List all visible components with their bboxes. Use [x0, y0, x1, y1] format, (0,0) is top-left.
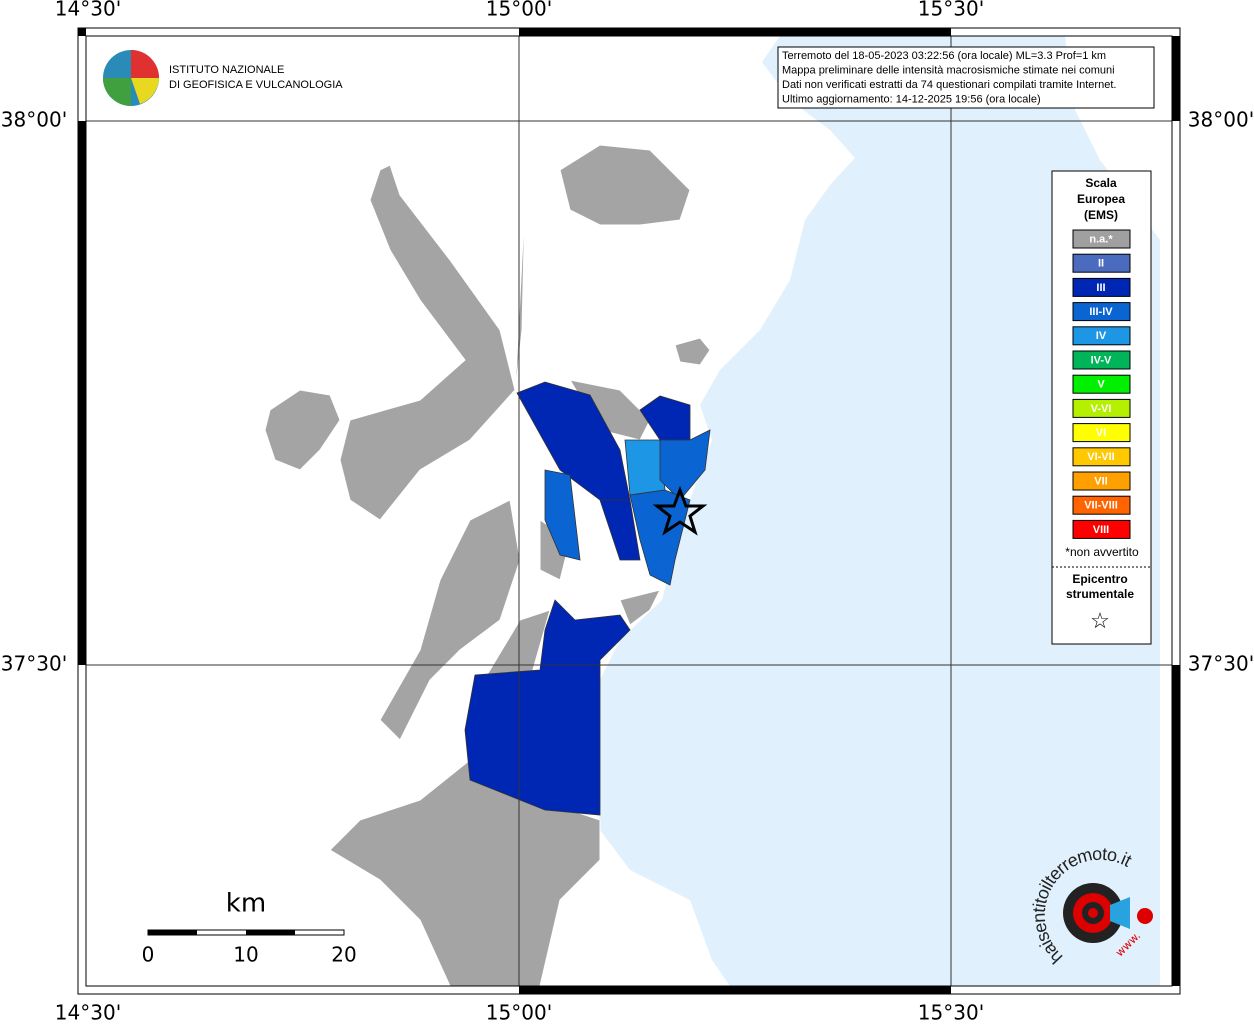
latitude-label: 37°30'	[1, 652, 67, 676]
longitude-label: 14°30'	[55, 1001, 121, 1024]
legend-swatch	[1072, 253, 1131, 273]
hsit-logo: haisentitoilterremoto.it www.	[1028, 843, 1153, 968]
scale-tick: 20	[331, 943, 356, 967]
epicenter-star	[652, 485, 708, 536]
legend-label: VI-VII	[1087, 451, 1115, 463]
legend-label: III	[1096, 282, 1105, 294]
ingv-logo: ISTITUTO NAZIONALE DI GEOFISICA E VULCAN…	[103, 50, 343, 106]
info-line: Dati non verificati estratti da 74 quest…	[782, 79, 1116, 91]
latitude-label: 37°30'	[1188, 652, 1254, 676]
legend-swatch	[1072, 277, 1131, 297]
legend-swatch	[1072, 519, 1131, 539]
info-line: Mappa preliminare delle intensità macros…	[782, 64, 1115, 76]
land-na	[264, 144, 711, 987]
legend-epicenter: strumentale	[1066, 587, 1134, 601]
legend-label: V	[1097, 379, 1105, 391]
land-intensity	[464, 381, 711, 816]
legend-swatch	[1072, 423, 1131, 443]
longitude-label: 14°30'	[55, 0, 121, 21]
legend-title: Scala	[1085, 176, 1117, 190]
legend-note: *non avvertito	[1065, 545, 1139, 559]
info-line: Ultimo aggiornamento: 14-12-2025 19:56 (…	[782, 93, 1041, 105]
legend-label: IV-V	[1091, 354, 1112, 366]
legend-swatch	[1072, 447, 1131, 467]
legend-label: V-VI	[1091, 403, 1112, 415]
legend-label: II	[1098, 258, 1104, 270]
longitude-label: 15°30'	[918, 1001, 984, 1024]
legend-swatch	[1072, 350, 1131, 370]
legend-symbol: ☆	[1090, 608, 1110, 633]
legend-epicenter: Epicentro	[1072, 572, 1127, 586]
legend-label: VII-VIII	[1084, 500, 1118, 512]
legend-swatch	[1072, 495, 1131, 515]
legend-title: (EMS)	[1084, 208, 1118, 222]
info-line: Terremoto del 18-05-2023 03:22:56 (ora l…	[782, 50, 1106, 62]
scale-bar: km	[147, 889, 345, 936]
graticule	[86, 36, 1172, 986]
legend-label: VI	[1096, 427, 1106, 439]
legend-swatch	[1072, 471, 1131, 491]
latitude-label: 38°00'	[1188, 108, 1254, 132]
longitude-label: 15°30'	[918, 0, 984, 21]
sea	[598, 36, 1160, 986]
longitude-label: 15°00'	[486, 1001, 552, 1024]
institute-name: ISTITUTO NAZIONALE	[169, 64, 284, 76]
scale-tick: 0	[142, 943, 155, 967]
scale-tick: 10	[233, 943, 258, 967]
legend-swatch	[1072, 374, 1131, 394]
legend-swatch	[1072, 229, 1131, 249]
legend-label: III-IV	[1089, 306, 1113, 318]
longitude-label: 15°00'	[486, 0, 552, 21]
legend-label: VII	[1094, 475, 1107, 487]
legend-swatch	[1072, 326, 1131, 346]
legend-label: VIII	[1093, 524, 1110, 536]
legend-swatch	[1072, 302, 1131, 322]
legend-title: Europea	[1077, 192, 1125, 206]
legend-label: n.a.*	[1089, 233, 1113, 245]
legend-swatch	[1072, 398, 1131, 418]
institute-name: DI GEOFISICA E VULCANOLOGIA	[169, 79, 343, 91]
scale-unit: km	[226, 889, 266, 919]
info-box	[777, 46, 1155, 109]
latitude-label: 38°00'	[1, 108, 67, 132]
frame	[77, 27, 1181, 995]
legend-label: IV	[1096, 330, 1107, 342]
